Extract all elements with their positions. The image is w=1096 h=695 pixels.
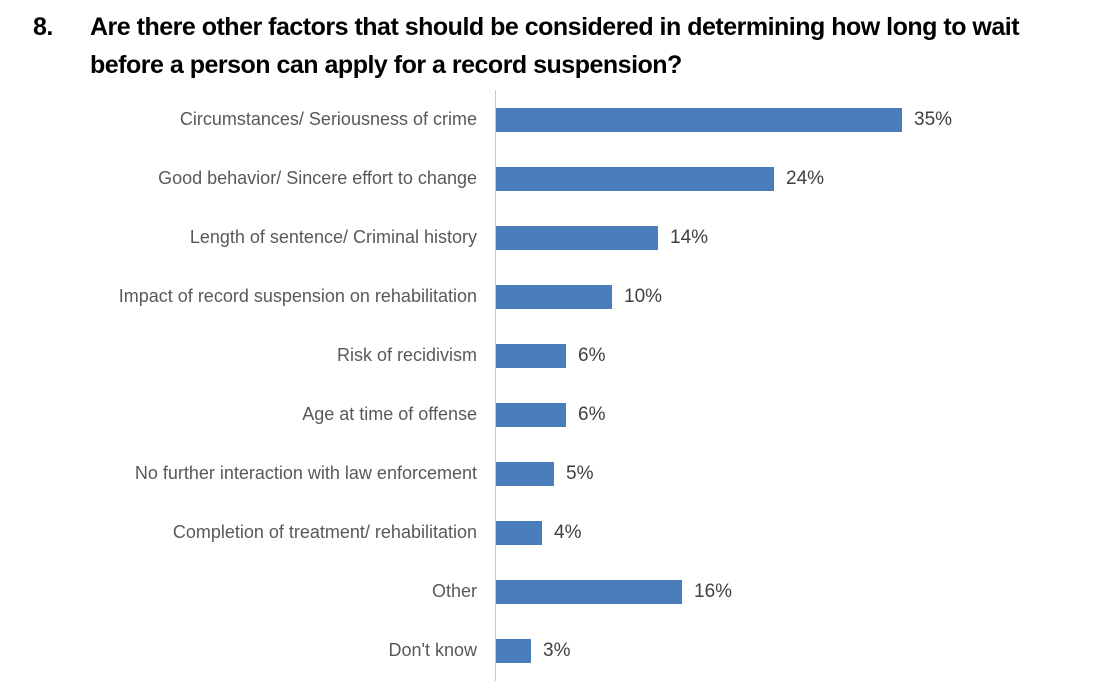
value-label: 35% — [914, 108, 953, 130]
bar — [496, 166, 774, 191]
bar — [496, 461, 554, 486]
chart-rows: Circumstances/ Seriousness of crime 35% Go… — [0, 90, 1096, 680]
bar-area: 35% — [496, 90, 952, 149]
chart-row: Don't know 3% — [0, 621, 1096, 680]
chart-row: Completion of treatment/ rehabilitation 4… — [0, 503, 1096, 562]
value-label: 16% — [694, 580, 733, 602]
chart-row: Length of sentence/ Criminal history 14% — [0, 208, 1096, 267]
bar-chart: Circumstances/ Seriousness of crime 35% Go… — [0, 90, 1096, 681]
value-label: 3% — [543, 639, 571, 661]
bar — [496, 343, 566, 368]
value-label: 6% — [578, 403, 606, 425]
category-label: Don't know — [388, 640, 477, 660]
bar-area: 10% — [496, 267, 662, 326]
category-label: No further interaction with law enforcem… — [134, 463, 477, 483]
value-label: 14% — [670, 226, 709, 248]
bar-area: 5% — [496, 444, 593, 503]
bar — [496, 107, 902, 132]
chart-row: No further interaction with law enforcem… — [0, 444, 1096, 503]
chart-row: Risk of recidivism 6% — [0, 326, 1096, 385]
chart-row: Age at time of offense 6% — [0, 385, 1096, 444]
value-label: 6% — [578, 344, 606, 366]
bar-area: 16% — [496, 562, 732, 621]
category-axis-line — [495, 90, 496, 681]
value-label: 5% — [566, 462, 594, 484]
bar — [496, 225, 658, 250]
bar — [496, 520, 542, 545]
bar-area: 24% — [496, 149, 824, 208]
category-label: Circumstances/ Seriousness of crime — [179, 109, 477, 129]
value-label: 4% — [554, 521, 582, 543]
category-label: Age at time of offense — [302, 404, 477, 424]
category-label: Impact of record suspension on rehabilit… — [118, 286, 477, 306]
question-number: 8. — [33, 13, 53, 41]
bar-area: 6% — [496, 385, 605, 444]
chart-row: Other 16% — [0, 562, 1096, 621]
category-label: Completion of treatment/ rehabilitation — [172, 522, 477, 542]
question-title: 8. Are there other factors that should b… — [0, 0, 1096, 84]
bar-area: 6% — [496, 326, 605, 385]
value-label: 10% — [624, 285, 663, 307]
bar — [496, 638, 531, 663]
chart-row: Impact of record suspension on rehabilit… — [0, 267, 1096, 326]
chart-row: Good behavior/ Sincere effort to change 2… — [0, 149, 1096, 208]
bar-area: 14% — [496, 208, 708, 267]
category-label: Risk of recidivism — [336, 345, 477, 365]
category-label: Other — [431, 581, 477, 601]
chart-row: Circumstances/ Seriousness of crime 35% — [0, 90, 1096, 149]
bar-area: 3% — [496, 621, 570, 680]
bar — [496, 402, 566, 427]
bar — [496, 579, 682, 604]
category-label: Good behavior/ Sincere effort to change — [158, 168, 477, 188]
question-text: Are there other factors that should be c… — [90, 13, 1020, 79]
bar-area: 4% — [496, 503, 581, 562]
value-label: 24% — [786, 167, 825, 189]
category-label: Length of sentence/ Criminal history — [189, 227, 477, 247]
bar — [496, 284, 612, 309]
